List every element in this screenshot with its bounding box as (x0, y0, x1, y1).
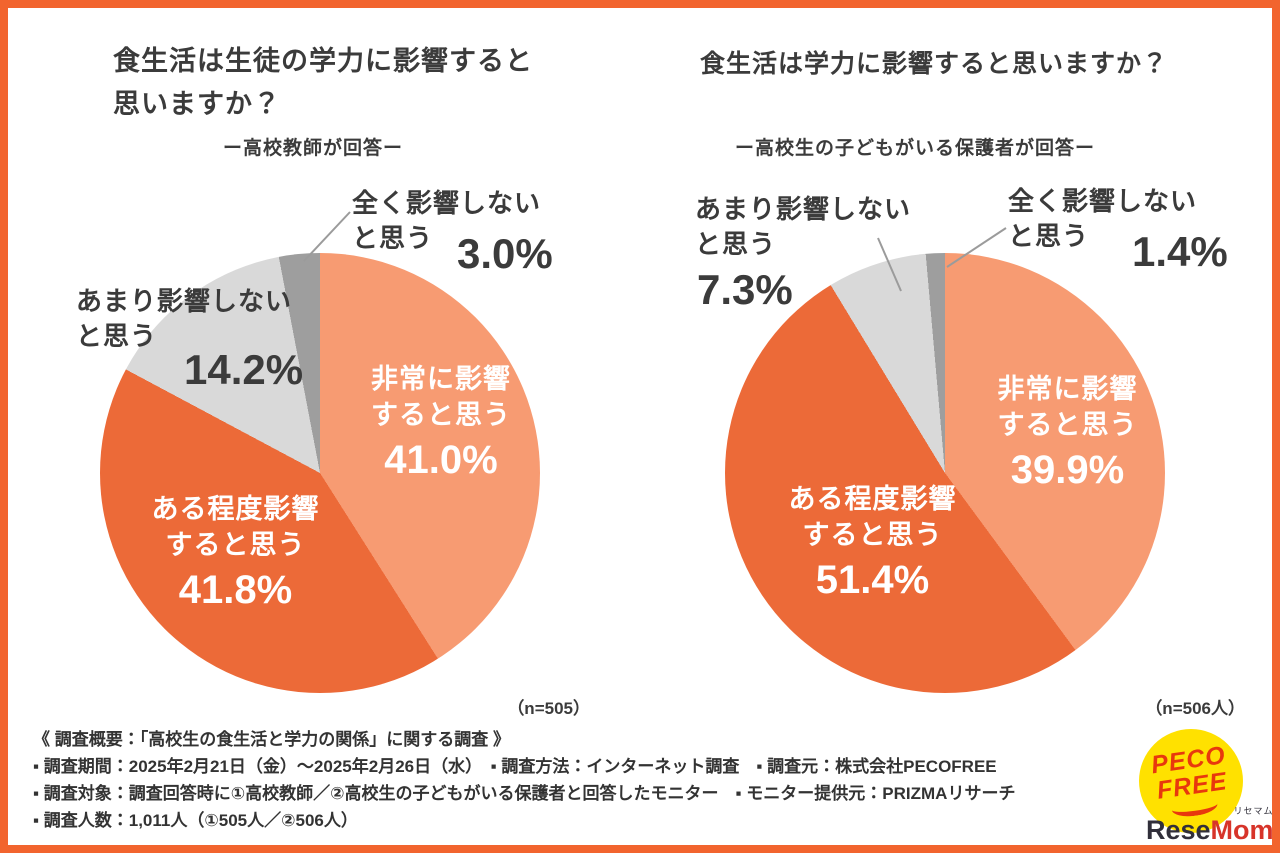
right-chart-title: 食生活は学力に影響すると思いますか？ (700, 44, 1168, 84)
slice-percent: 3.0% (457, 230, 553, 277)
right-chart-subtitle: ー高校生の子どもがいる保護者が回答ー (734, 138, 1095, 159)
right-title-line1: 食生活は学力に影響すると思いますか？ (700, 50, 1169, 78)
survey-target: ▪ 調査対象：調査回答時に①高校教師／②高校生の子どもがいる保護者と回答したモニ… (33, 784, 1016, 803)
resemom-word-red: Mom (1210, 815, 1274, 845)
slice-label-line: すると思う (802, 519, 943, 550)
slice-percent: 14.2% (184, 346, 304, 393)
label-very-teachers: 非常に影響 すると思う 41.0% (346, 362, 536, 483)
pie-teachers (100, 253, 540, 693)
left-sample-size: （n=505） (507, 699, 590, 718)
slice-percent: 1.4% (1132, 228, 1228, 275)
label-somewhat-teachers: ある程度影響 すると思う 41.8% (128, 492, 343, 613)
slice-label-line: 非常に影響 (371, 364, 511, 394)
slice-label-line: すると思う (165, 529, 306, 560)
resemom-wordmark: ReseMom (1146, 815, 1274, 845)
slice-label-line: と思う (76, 321, 158, 352)
left-title-line2: 思いますか？ (113, 89, 281, 120)
label-none-teachers: 全く影響しない と思う 3.0% (352, 186, 582, 306)
resemom-word-dark: Rese (1146, 815, 1211, 845)
slice-label-line: あまり影響しない (76, 286, 293, 316)
survey-count: ▪ 調査人数：1,011人（①505人／②506人） (33, 811, 358, 830)
slice-label-line: 非常に影響 (997, 374, 1138, 404)
slice-label-line: と思う (695, 229, 777, 260)
pie-parents (725, 253, 1165, 693)
label-rarely-parents: あまり影響しない と思う 7.3% (695, 192, 935, 322)
left-title-line1: 食生活は生徒の学力に影響すると (113, 46, 533, 76)
slice-percent: 39.9% (1010, 448, 1125, 493)
slice-label-line: すると思う (371, 399, 511, 430)
slice-percent: 7.3% (697, 266, 793, 313)
left-chart-title: 食生活は生徒の学力に影響すると 思いますか？ (113, 40, 533, 126)
slice-percent: 41.8% (178, 568, 293, 613)
slice-label-line: と思う (1008, 221, 1090, 252)
label-very-parents: 非常に影響 すると思う 39.9% (970, 372, 1165, 493)
left-chart-subtitle: ー高校教師が回答ー (222, 138, 403, 159)
slice-percent: 41.0% (384, 438, 498, 483)
pecofree-logo: PECO FREE (1139, 729, 1243, 833)
slice-label-line: ある程度影響 (151, 494, 320, 524)
survey-period-method: ▪ 調査期間：2025年2月21日（金）〜2025年2月26日（水） ▪ 調査方… (33, 757, 997, 776)
resemom-furigana: リセマム (1233, 806, 1274, 816)
right-sample-size: （n=506人） (1145, 699, 1245, 718)
slice-label-line: すると思う (997, 409, 1138, 440)
slice-label-line: あまり影響しない (695, 194, 912, 224)
label-none-parents: 全く影響しない と思う 1.4% (1008, 184, 1248, 304)
slice-label-line: ある程度影響 (788, 484, 957, 514)
resemom-logo: リセマム ReseMom (1146, 804, 1274, 844)
survey-overview: 《 調査概要：「高校生の食生活と学力の関係」に関する調査 》 ▪ 調査期間：20… (33, 726, 1113, 834)
survey-overview-title: 《 調査概要：「高校生の食生活と学力の関係」に関する調査 》 (33, 730, 510, 749)
slice-label-line: 全く影響しない (352, 188, 542, 218)
label-somewhat-parents: ある程度影響 すると思う 51.4% (760, 482, 985, 603)
label-rarely-teachers: あまり影響しない と思う 14.2% (76, 284, 316, 404)
slice-label-line: 全く影響しない (1008, 186, 1198, 216)
slice-label-line: と思う (352, 223, 434, 254)
slice-percent: 51.4% (815, 558, 930, 603)
